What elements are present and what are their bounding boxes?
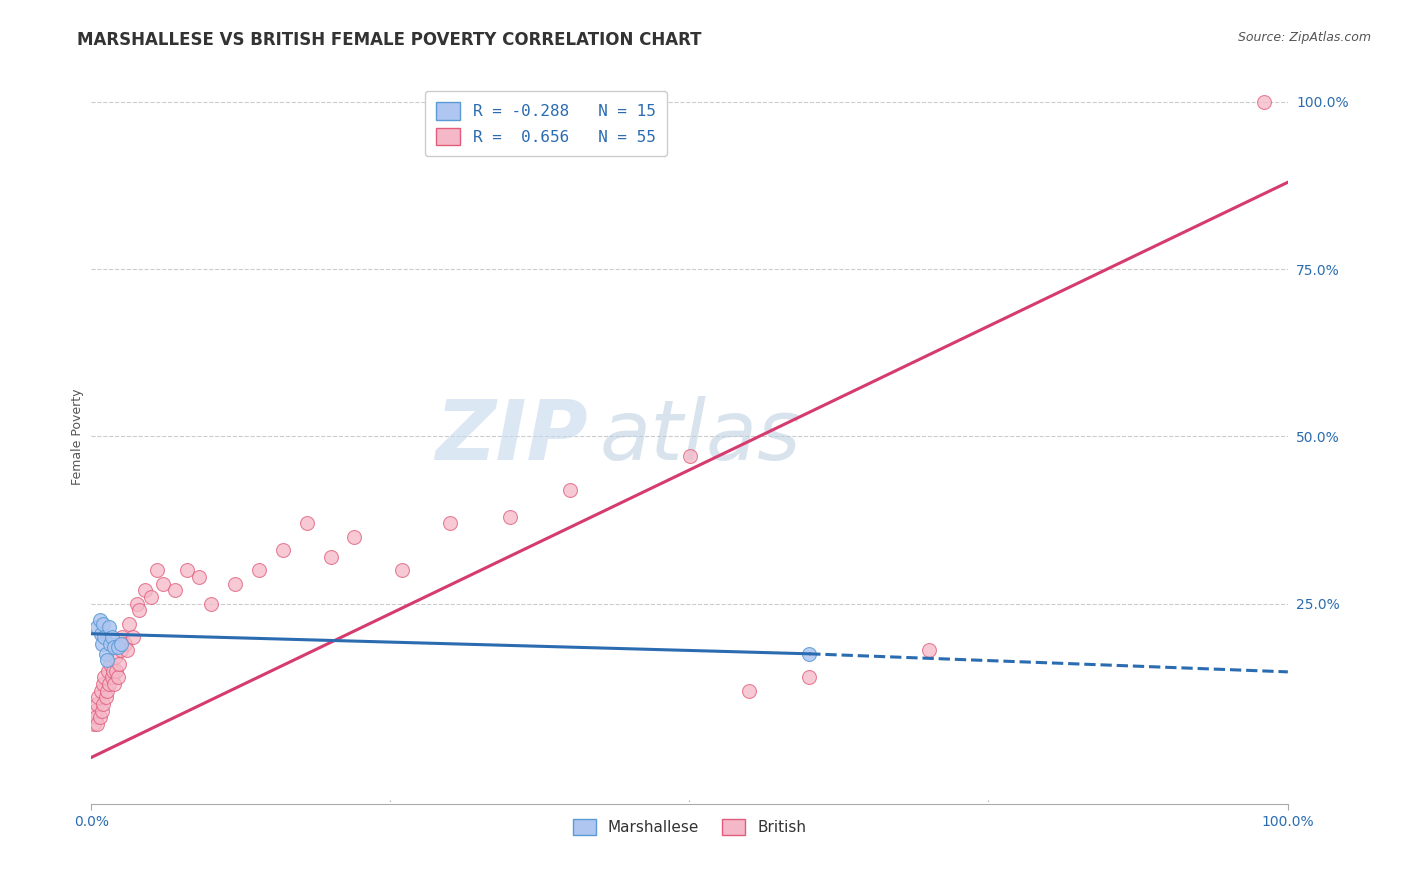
Point bbox=[107, 640, 129, 654]
Point bbox=[103, 677, 125, 691]
Point bbox=[107, 657, 129, 671]
Point bbox=[200, 597, 222, 611]
Point bbox=[90, 626, 112, 640]
Y-axis label: Female Poverty: Female Poverty bbox=[72, 388, 84, 484]
Point bbox=[343, 530, 366, 544]
Point bbox=[439, 516, 461, 531]
Point bbox=[134, 583, 156, 598]
Point bbox=[104, 650, 127, 665]
Point bbox=[86, 717, 108, 731]
Point bbox=[1253, 95, 1275, 109]
Point bbox=[115, 643, 138, 657]
Text: MARSHALLESE VS BRITISH FEMALE POVERTY CORRELATION CHART: MARSHALLESE VS BRITISH FEMALE POVERTY CO… bbox=[77, 31, 702, 49]
Point bbox=[738, 683, 761, 698]
Point bbox=[125, 597, 148, 611]
Point bbox=[128, 603, 150, 617]
Point bbox=[111, 630, 134, 644]
Point bbox=[98, 637, 121, 651]
Point bbox=[83, 717, 105, 731]
Point bbox=[118, 616, 141, 631]
Point bbox=[96, 653, 118, 667]
Point bbox=[271, 543, 294, 558]
Point bbox=[94, 647, 117, 661]
Point bbox=[295, 516, 318, 531]
Point bbox=[87, 690, 110, 705]
Point bbox=[89, 613, 111, 627]
Point bbox=[94, 690, 117, 705]
Point bbox=[499, 509, 522, 524]
Point bbox=[163, 583, 186, 598]
Point bbox=[391, 563, 413, 577]
Point bbox=[86, 697, 108, 711]
Point bbox=[918, 643, 941, 657]
Point bbox=[139, 590, 162, 604]
Point bbox=[98, 657, 121, 671]
Point bbox=[89, 710, 111, 724]
Point bbox=[114, 637, 136, 651]
Point bbox=[91, 637, 114, 651]
Point bbox=[83, 704, 105, 718]
Point bbox=[100, 670, 122, 684]
Legend: Marshallese, British: Marshallese, British bbox=[564, 810, 815, 845]
Point bbox=[101, 664, 124, 678]
Text: ZIP: ZIP bbox=[436, 396, 588, 477]
Point bbox=[91, 697, 114, 711]
Point bbox=[100, 630, 122, 644]
Point bbox=[86, 620, 108, 634]
Point bbox=[90, 683, 112, 698]
Point bbox=[176, 563, 198, 577]
Point bbox=[91, 677, 114, 691]
Point bbox=[224, 576, 246, 591]
Point bbox=[107, 670, 129, 684]
Point bbox=[98, 620, 121, 634]
Point bbox=[319, 549, 342, 564]
Point bbox=[247, 563, 270, 577]
Text: atlas: atlas bbox=[600, 396, 801, 477]
Point bbox=[678, 450, 700, 464]
Point bbox=[98, 677, 121, 691]
Point bbox=[93, 630, 115, 644]
Point bbox=[105, 664, 128, 678]
Point bbox=[96, 683, 118, 698]
Point bbox=[91, 704, 114, 718]
Point bbox=[152, 576, 174, 591]
Point bbox=[146, 563, 169, 577]
Point bbox=[799, 647, 821, 661]
Point bbox=[122, 630, 145, 644]
Point bbox=[558, 483, 581, 497]
Point bbox=[97, 664, 120, 678]
Text: Source: ZipAtlas.com: Source: ZipAtlas.com bbox=[1237, 31, 1371, 45]
Point bbox=[799, 670, 821, 684]
Point bbox=[84, 710, 107, 724]
Point bbox=[110, 637, 132, 651]
Point bbox=[93, 670, 115, 684]
Point bbox=[91, 616, 114, 631]
Point bbox=[187, 570, 209, 584]
Point bbox=[103, 640, 125, 654]
Point bbox=[110, 643, 132, 657]
